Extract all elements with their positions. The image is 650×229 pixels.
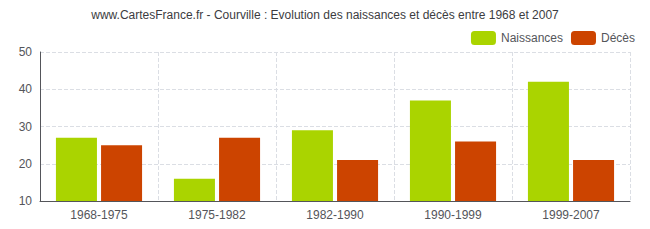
svg-text:40: 40 — [19, 82, 33, 96]
svg-text:1990-1999: 1990-1999 — [424, 208, 482, 222]
svg-text:www.CartesFrance.fr - Courvill: www.CartesFrance.fr - Courville : Evolut… — [90, 8, 559, 22]
svg-text:10: 10 — [19, 194, 33, 208]
svg-text:1975-1982: 1975-1982 — [188, 208, 246, 222]
svg-text:50: 50 — [19, 45, 33, 59]
svg-text:30: 30 — [19, 120, 33, 134]
svg-text:20: 20 — [19, 157, 33, 171]
svg-text:1982-1990: 1982-1990 — [306, 208, 364, 222]
svg-text:1999-2007: 1999-2007 — [542, 208, 600, 222]
svg-text:Décès: Décès — [601, 31, 635, 45]
svg-text:1968-1975: 1968-1975 — [70, 208, 128, 222]
svg-text:Naissances: Naissances — [501, 31, 563, 45]
